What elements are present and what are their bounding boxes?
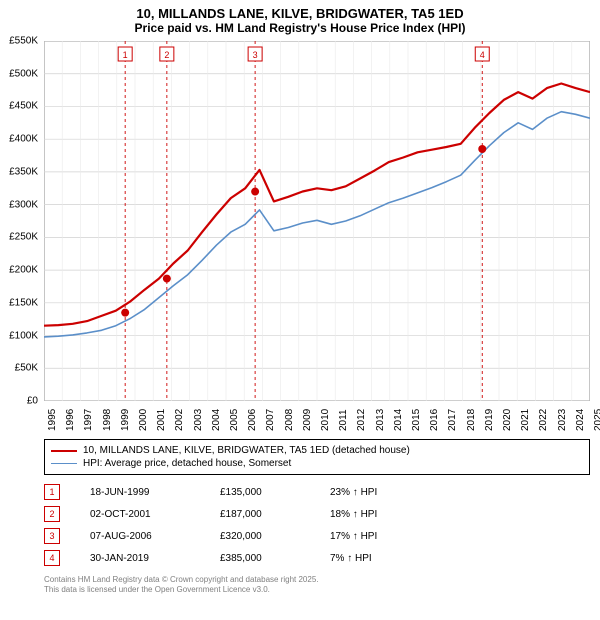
x-tick-label: 2001 bbox=[156, 409, 167, 431]
sale-hpi-diff: 17% ↑ HPI bbox=[330, 531, 450, 542]
x-tick-label: 2013 bbox=[375, 409, 386, 431]
x-tick-label: 2014 bbox=[393, 409, 404, 431]
sale-date: 18-JUN-1999 bbox=[90, 487, 220, 498]
x-tick-label: 2009 bbox=[302, 409, 313, 431]
chart-legend: 10, MILLANDS LANE, KILVE, BRIDGWATER, TA… bbox=[44, 439, 590, 475]
x-tick-label: 2015 bbox=[411, 409, 422, 431]
legend-label: 10, MILLANDS LANE, KILVE, BRIDGWATER, TA… bbox=[83, 445, 410, 456]
y-tick-label: £250K bbox=[9, 232, 38, 243]
x-axis-labels: 1995 1996 1997 1998 1999 2000 2001 2002 2003 2004… bbox=[44, 401, 590, 435]
sale-date: 30-JAN-2019 bbox=[90, 553, 220, 564]
svg-text:4: 4 bbox=[480, 50, 485, 60]
y-tick-label: £550K bbox=[9, 36, 38, 47]
svg-text:2: 2 bbox=[164, 50, 169, 60]
chart-title-line2: Price paid vs. HM Land Registry's House … bbox=[0, 21, 600, 35]
sale-row: 2 02-OCT-2001£187,00018% ↑ HPI bbox=[44, 503, 590, 525]
legend-item: 10, MILLANDS LANE, KILVE, BRIDGWATER, TA… bbox=[51, 444, 583, 457]
sale-date: 02-OCT-2001 bbox=[90, 509, 220, 520]
x-tick-label: 2006 bbox=[247, 409, 258, 431]
svg-text:1: 1 bbox=[123, 50, 128, 60]
sale-marker-id: 3 bbox=[44, 528, 60, 544]
x-tick-label: 1999 bbox=[120, 409, 131, 431]
x-tick-label: 2004 bbox=[211, 409, 222, 431]
sale-marker-id: 2 bbox=[44, 506, 60, 522]
sale-hpi-diff: 18% ↑ HPI bbox=[330, 509, 450, 520]
x-tick-label: 2010 bbox=[320, 409, 331, 431]
footer-line2: This data is licensed under the Open Gov… bbox=[44, 585, 590, 595]
x-tick-label: 2007 bbox=[265, 409, 276, 431]
x-tick-label: 2019 bbox=[484, 409, 495, 431]
sale-marker-id: 4 bbox=[44, 550, 60, 566]
sales-table: 1 18-JUN-1999£135,00023% ↑ HPI 2 02-OCT-200… bbox=[44, 481, 590, 569]
sale-date: 07-AUG-2006 bbox=[90, 531, 220, 542]
x-tick-label: 2016 bbox=[429, 409, 440, 431]
x-tick-label: 2024 bbox=[575, 409, 586, 431]
y-tick-label: £100K bbox=[9, 330, 38, 341]
y-tick-label: £450K bbox=[9, 101, 38, 112]
x-tick-label: 2002 bbox=[174, 409, 185, 431]
x-tick-label: 2000 bbox=[138, 409, 149, 431]
sale-row: 1 18-JUN-1999£135,00023% ↑ HPI bbox=[44, 481, 590, 503]
sale-marker-id: 1 bbox=[44, 484, 60, 500]
sale-row: 4 30-JAN-2019£385,0007% ↑ HPI bbox=[44, 547, 590, 569]
y-tick-label: £0 bbox=[27, 396, 38, 407]
y-tick-label: £350K bbox=[9, 166, 38, 177]
sale-hpi-diff: 23% ↑ HPI bbox=[330, 487, 450, 498]
sale-price: £187,000 bbox=[220, 509, 330, 520]
x-tick-label: 1997 bbox=[83, 409, 94, 431]
legend-label: HPI: Average price, detached house, Some… bbox=[83, 458, 291, 469]
sale-row: 3 07-AUG-2006£320,00017% ↑ HPI bbox=[44, 525, 590, 547]
x-tick-label: 1996 bbox=[65, 409, 76, 431]
x-tick-label: 2023 bbox=[557, 409, 568, 431]
y-tick-label: £50K bbox=[15, 363, 38, 374]
chart-title-line1: 10, MILLANDS LANE, KILVE, BRIDGWATER, TA… bbox=[0, 6, 600, 21]
y-tick-label: £300K bbox=[9, 199, 38, 210]
footer-attribution: Contains HM Land Registry data © Crown c… bbox=[44, 575, 590, 595]
footer-line1: Contains HM Land Registry data © Crown c… bbox=[44, 575, 590, 585]
x-tick-label: 2005 bbox=[229, 409, 240, 431]
x-tick-label: 2020 bbox=[502, 409, 513, 431]
x-tick-label: 2022 bbox=[538, 409, 549, 431]
x-tick-label: 2008 bbox=[284, 409, 295, 431]
legend-swatch bbox=[51, 463, 77, 464]
y-tick-label: £500K bbox=[9, 68, 38, 79]
sale-price: £135,000 bbox=[220, 487, 330, 498]
y-tick-label: £400K bbox=[9, 134, 38, 145]
chart-plot: 1 2 3 4 bbox=[44, 41, 590, 401]
x-tick-label: 1995 bbox=[47, 409, 58, 431]
chart-area: £0£50K£100K£150K£200K£250K£300K£350K£400… bbox=[44, 41, 590, 401]
x-tick-label: 2018 bbox=[466, 409, 477, 431]
y-axis-labels: £0£50K£100K£150K£200K£250K£300K£350K£400… bbox=[0, 41, 40, 401]
x-tick-label: 1998 bbox=[102, 409, 113, 431]
x-tick-label: 2025 bbox=[593, 409, 600, 431]
sale-hpi-diff: 7% ↑ HPI bbox=[330, 553, 450, 564]
legend-swatch bbox=[51, 450, 77, 452]
legend-item: HPI: Average price, detached house, Some… bbox=[51, 457, 583, 470]
y-tick-label: £150K bbox=[9, 297, 38, 308]
x-tick-label: 2003 bbox=[193, 409, 204, 431]
chart-title-block: 10, MILLANDS LANE, KILVE, BRIDGWATER, TA… bbox=[0, 0, 600, 35]
x-tick-label: 2012 bbox=[356, 409, 367, 431]
sale-price: £385,000 bbox=[220, 553, 330, 564]
x-tick-label: 2017 bbox=[447, 409, 458, 431]
y-tick-label: £200K bbox=[9, 265, 38, 276]
svg-text:3: 3 bbox=[253, 50, 258, 60]
x-tick-label: 2011 bbox=[338, 409, 349, 431]
x-tick-label: 2021 bbox=[520, 409, 531, 431]
sale-price: £320,000 bbox=[220, 531, 330, 542]
